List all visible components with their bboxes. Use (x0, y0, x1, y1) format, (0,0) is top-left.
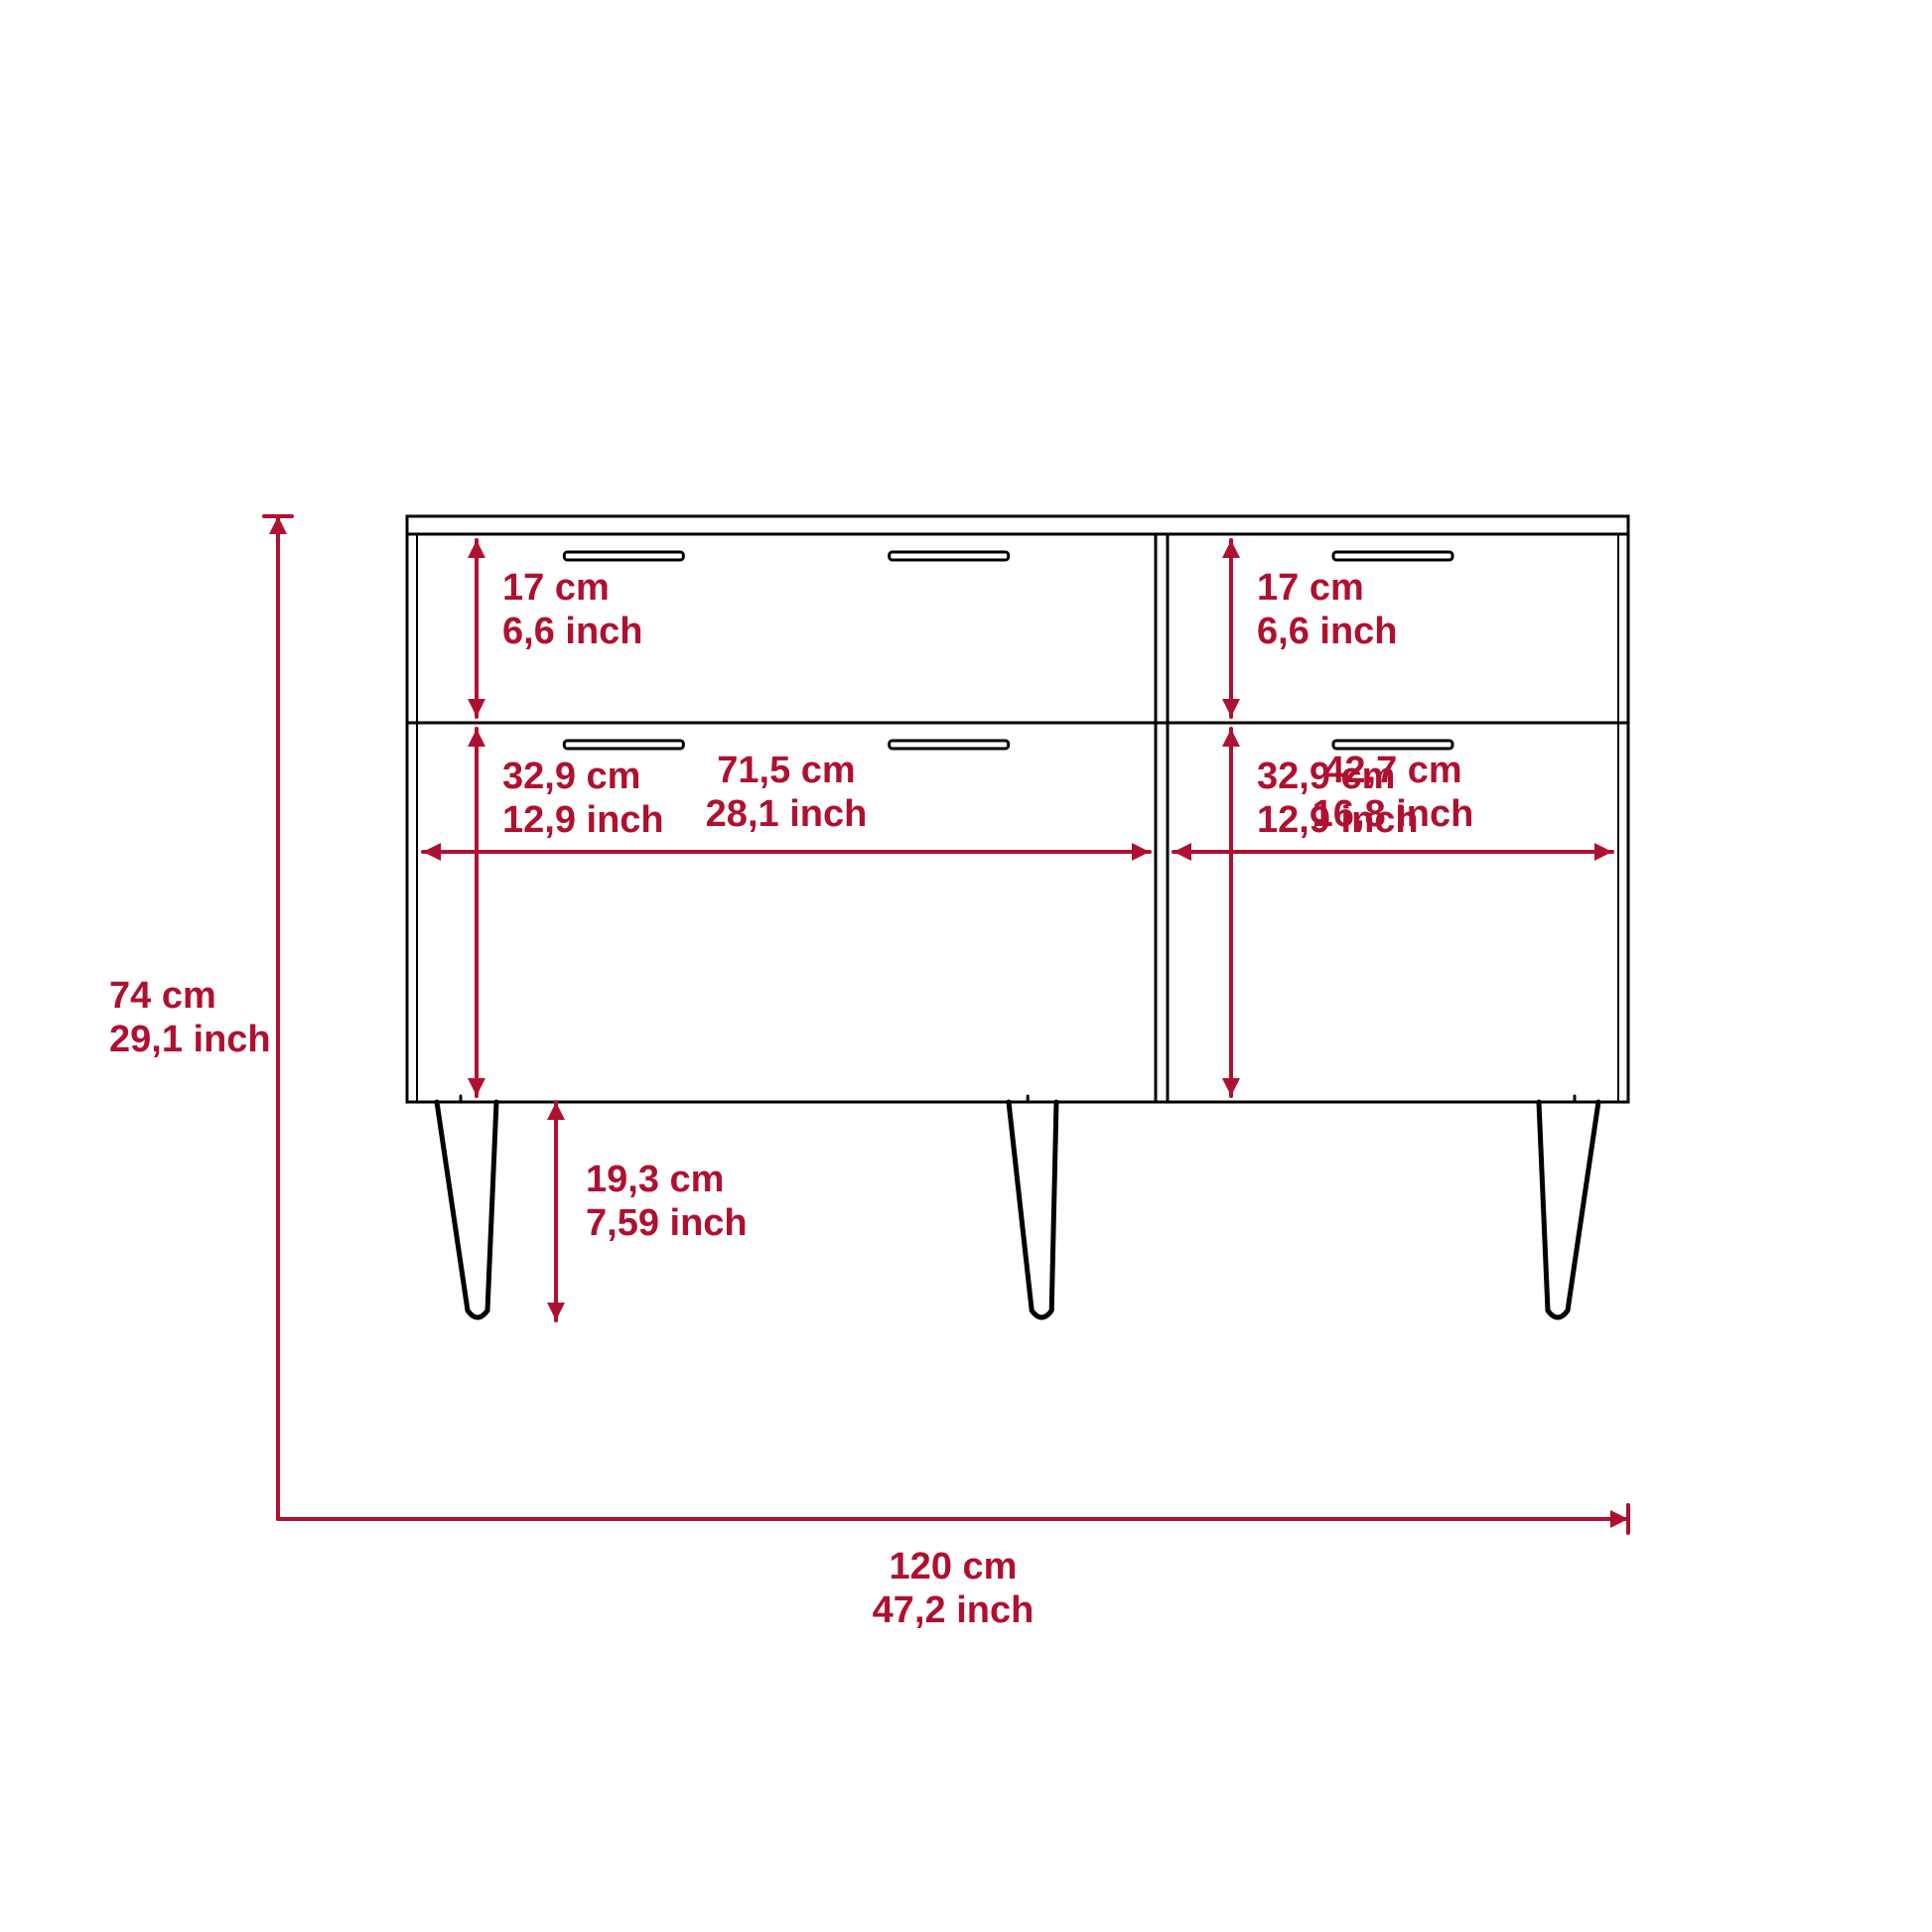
dim-left-width: 71,5 cm28,1 inch (706, 750, 868, 835)
dim-overall-height: 74 cm29,1 inch (109, 975, 271, 1060)
dim-cm: 17 cm (1257, 567, 1364, 609)
dim-cm: 120 cm (890, 1546, 1018, 1587)
dim-inch: 16,8 inch (1312, 793, 1474, 835)
dim-inch: 7,59 inch (586, 1202, 748, 1244)
dim-cm: 17 cm (502, 567, 610, 609)
dim-bottom-left: 32,9 cm12,9 inch (502, 756, 664, 841)
dim-leg-height: 19,3 cm7,59 inch (586, 1159, 748, 1244)
dim-inch: 29,1 inch (109, 1019, 271, 1060)
dim-cm: 32,9 cm (502, 756, 640, 797)
dim-overall-width: 120 cm47,2 inch (873, 1546, 1035, 1631)
dim-inch: 47,2 inch (873, 1589, 1035, 1631)
dim-cm: 71,5 cm (717, 750, 855, 791)
dim-cm: 19,3 cm (586, 1159, 724, 1200)
dim-cm: 74 cm (109, 975, 216, 1017)
dim-cm: 42,7 cm (1323, 750, 1461, 791)
dim-inch: 28,1 inch (706, 793, 868, 835)
dim-inch: 6,6 inch (1257, 611, 1398, 652)
dim-inch: 12,9 inch (502, 799, 664, 841)
dim-inch: 6,6 inch (502, 611, 643, 652)
dim-top-right: 17 cm6,6 inch (1257, 567, 1398, 652)
dim-top-left: 17 cm6,6 inch (502, 567, 643, 652)
